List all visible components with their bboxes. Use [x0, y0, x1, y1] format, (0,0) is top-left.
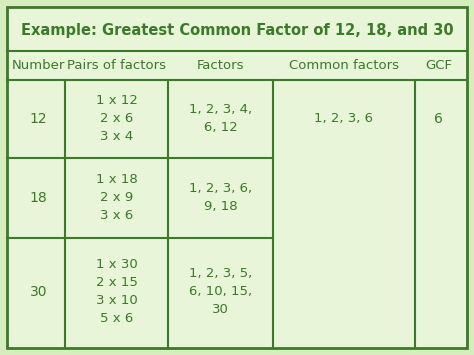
Text: 1, 2, 3, 6: 1, 2, 3, 6 — [314, 113, 373, 125]
Text: 18: 18 — [30, 191, 47, 205]
Text: Common factors: Common factors — [289, 59, 399, 72]
Text: 1 x 18
2 x 9
3 x 6: 1 x 18 2 x 9 3 x 6 — [96, 173, 138, 223]
Text: 30: 30 — [30, 285, 47, 299]
Text: 12: 12 — [30, 112, 47, 126]
Text: Pairs of factors: Pairs of factors — [67, 59, 166, 72]
Text: 1, 2, 3, 4,
6, 12: 1, 2, 3, 4, 6, 12 — [189, 103, 252, 135]
Text: Factors: Factors — [197, 59, 244, 72]
Text: 6: 6 — [434, 112, 443, 126]
Text: GCF: GCF — [425, 59, 452, 72]
Text: 1 x 30
2 x 15
3 x 10
5 x 6: 1 x 30 2 x 15 3 x 10 5 x 6 — [96, 258, 138, 326]
Text: 1 x 12
2 x 6
3 x 4: 1 x 12 2 x 6 3 x 4 — [96, 94, 138, 143]
Text: Number: Number — [12, 59, 65, 72]
Text: 1, 2, 3, 5,
6, 10, 15,
30: 1, 2, 3, 5, 6, 10, 15, 30 — [189, 267, 252, 317]
Text: 1, 2, 3, 6,
9, 18: 1, 2, 3, 6, 9, 18 — [189, 182, 252, 213]
Text: Example: Greatest Common Factor of 12, 18, and 30: Example: Greatest Common Factor of 12, 1… — [21, 23, 453, 38]
FancyBboxPatch shape — [7, 7, 467, 348]
